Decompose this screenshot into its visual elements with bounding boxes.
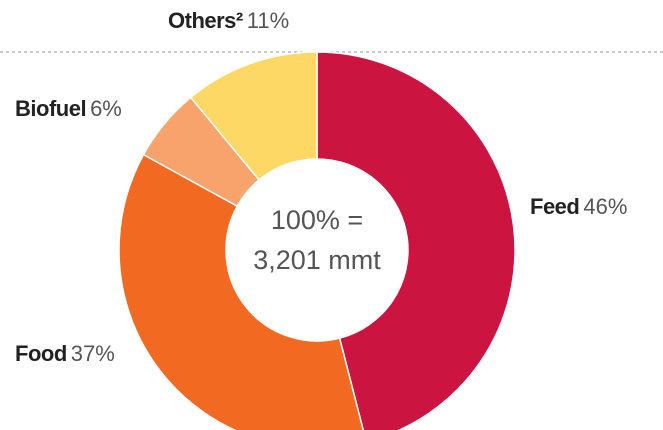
donut: [118, 51, 516, 430]
slice-label: Food 37%: [15, 341, 115, 366]
value-label: 6%: [90, 96, 122, 121]
category-name: Feed: [530, 194, 579, 219]
slice: [316, 51, 516, 430]
category-name: Biofuel: [15, 96, 86, 121]
value-label: 46%: [583, 194, 627, 219]
category-name: Food: [15, 341, 67, 366]
slice-label: Feed 46%: [530, 194, 627, 219]
value-label: 37%: [71, 341, 115, 366]
category-name: Others²: [168, 8, 243, 33]
slice-label: Others² 11%: [168, 8, 289, 33]
center-label: 3,201 mmt: [253, 245, 381, 275]
value-label: 11%: [247, 8, 289, 33]
center-label: 100% =: [271, 205, 363, 235]
slice-label: Biofuel 6%: [15, 96, 122, 121]
slice: [118, 153, 364, 430]
slice: [189, 51, 318, 181]
